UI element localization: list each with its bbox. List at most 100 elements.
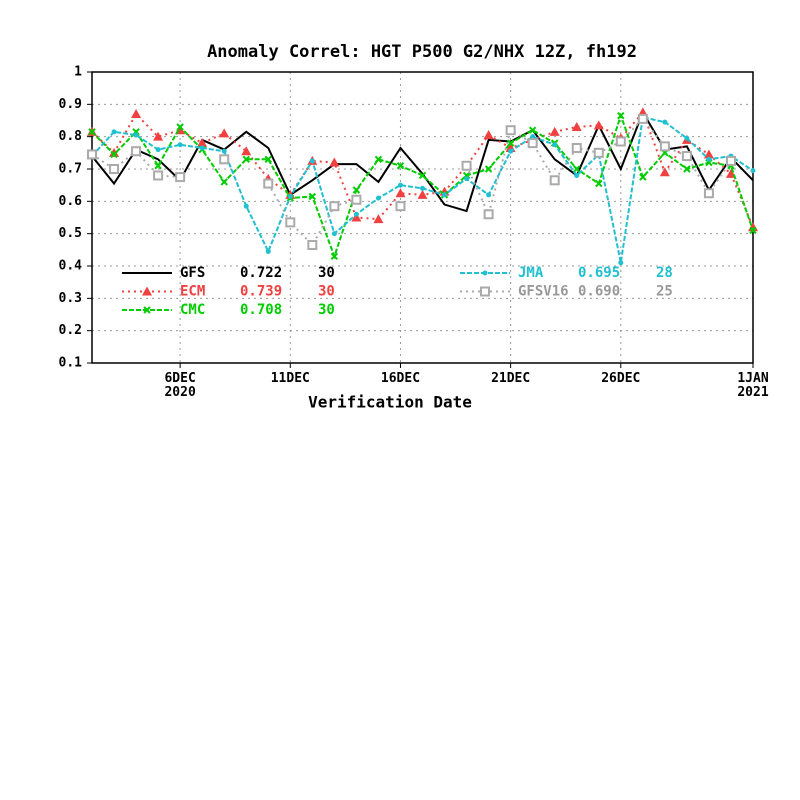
y-tick-label: 0.8: [59, 129, 83, 144]
marker: [109, 164, 120, 174]
y-tick-label: 0.7: [59, 162, 82, 177]
legend-score: 0.722: [240, 265, 282, 281]
marker: [307, 239, 318, 250]
marker: [480, 286, 490, 297]
marker: [527, 138, 538, 149]
legend-entry: GFS 0.722 30: [122, 265, 335, 281]
marker: [703, 149, 714, 159]
marker: [353, 211, 359, 217]
legend-name: CMC: [180, 302, 205, 318]
marker: [506, 139, 515, 147]
y-tick-label: 0.1: [59, 356, 83, 371]
marker: [351, 194, 362, 205]
marker: [331, 231, 337, 237]
y-tick-label: 1: [74, 65, 82, 80]
marker: [197, 138, 208, 148]
marker: [395, 201, 406, 212]
marker: [483, 209, 494, 220]
marker: [243, 203, 249, 209]
marker: [175, 172, 186, 183]
marker: [220, 178, 228, 186]
legend-score: 0.708: [240, 302, 282, 318]
marker: [464, 176, 470, 182]
marker: [287, 193, 293, 199]
marker: [219, 154, 230, 165]
marker: [483, 130, 494, 140]
legend-days: 30: [318, 265, 335, 281]
marker: [264, 155, 272, 164]
marker: [574, 172, 580, 178]
marker: [373, 214, 384, 224]
legend-entry: GFSV16 0.690 25: [460, 284, 673, 300]
marker: [750, 168, 756, 174]
marker: [639, 173, 647, 181]
legend-days: 30: [318, 284, 335, 300]
marker: [571, 142, 582, 153]
legend-name: ECM: [180, 284, 205, 300]
marker: [309, 158, 315, 164]
marker: [396, 162, 405, 170]
marker: [528, 126, 537, 134]
marker: [143, 306, 151, 314]
marker: [420, 185, 425, 191]
marker: [508, 148, 514, 154]
marker: [417, 189, 428, 199]
marker: [263, 178, 274, 189]
marker: [308, 192, 317, 201]
marker: [461, 160, 472, 171]
marker: [395, 188, 406, 198]
marker: [265, 248, 271, 254]
marker: [662, 119, 668, 125]
marker: [618, 260, 624, 266]
marker: [703, 188, 714, 199]
legend-name: GFS: [180, 265, 205, 281]
marker: [637, 113, 648, 124]
marker: [749, 226, 757, 235]
marker: [549, 175, 560, 186]
marker: [87, 149, 97, 160]
marker: [109, 147, 120, 157]
marker: [352, 186, 361, 194]
legend-score: 0.739: [240, 284, 282, 300]
x-axis-label: Verification Date: [308, 393, 472, 412]
x-tick-label: 1JAN 2021: [737, 371, 768, 400]
marker: [131, 109, 142, 119]
y-tick-label: 0.4: [59, 259, 83, 274]
marker: [219, 128, 230, 138]
legend-name: JMA: [518, 265, 544, 281]
y-tick-label: 0.3: [59, 291, 82, 306]
marker: [659, 141, 670, 152]
y-tick-label: 0.5: [59, 226, 82, 241]
chart-title: Anomaly Correl: HGT P500 G2/NHX 12Z, fh1…: [207, 42, 637, 62]
x-tick-label: 11DEC: [271, 371, 310, 386]
marker: [155, 147, 161, 153]
legend-days: 25: [656, 284, 673, 300]
marker: [593, 147, 604, 158]
marker: [133, 132, 139, 138]
marker: [684, 135, 690, 141]
marker: [154, 162, 162, 170]
marker: [329, 201, 340, 212]
marker: [552, 142, 558, 148]
marker: [374, 155, 383, 164]
legend-entry: ECM 0.739 30: [122, 284, 335, 300]
marker: [418, 171, 427, 180]
marker: [484, 165, 493, 173]
marker: [505, 125, 516, 136]
marker: [177, 142, 183, 148]
marker: [330, 252, 339, 261]
marker: [153, 170, 164, 181]
marker: [285, 217, 296, 228]
marker: [329, 157, 340, 167]
x-tick-label: 16DEC: [381, 371, 420, 386]
legend-days: 28: [656, 265, 673, 281]
marker: [595, 179, 603, 188]
marker: [242, 155, 250, 164]
y-tick-label: 0.2: [59, 323, 82, 338]
marker: [482, 270, 488, 276]
legend-score: 0.695: [578, 265, 620, 281]
marker: [131, 146, 142, 157]
marker: [549, 126, 560, 136]
y-tick-label: 0.9: [59, 97, 82, 112]
